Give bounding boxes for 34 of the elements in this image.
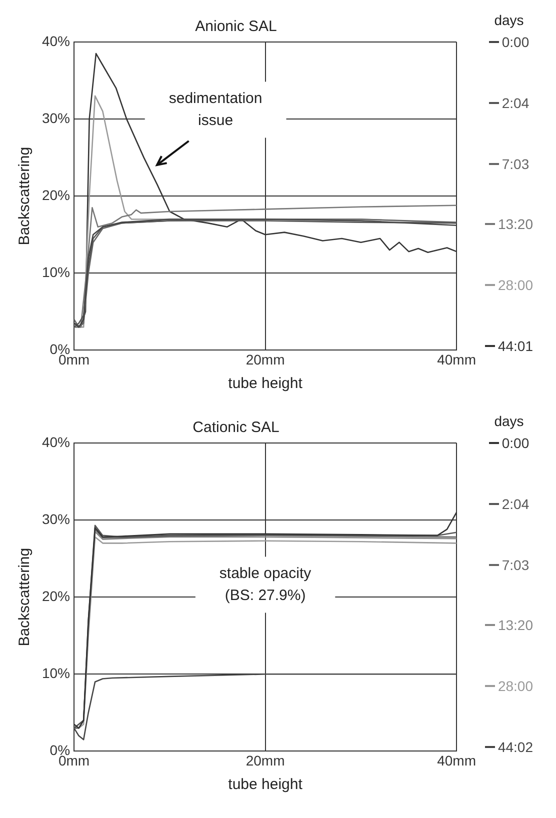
legend-label: 7:03	[502, 156, 530, 172]
legend-label: 0:00	[502, 34, 530, 50]
legend-label: 13:20	[498, 216, 534, 232]
legend-label: 2:04	[502, 94, 530, 111]
y-tick-label: 20%	[42, 588, 70, 604]
y-axis-title: Backscattering	[16, 548, 34, 646]
annotation: stable opacity (BS: 27.9%)	[219, 564, 312, 604]
legend-label: 13:20	[498, 617, 534, 634]
legend-label: 2:04	[502, 496, 530, 512]
x-tick-label: 20mm	[246, 752, 285, 768]
legend-label: 28:00	[498, 678, 534, 694]
y-tick-label: 10%	[42, 264, 70, 280]
y-tick-label: 30%	[42, 510, 70, 527]
y-tick-label: 40%	[42, 434, 70, 450]
legend-label: 0:00	[502, 435, 530, 451]
x-tick-label: 40mm	[437, 351, 476, 368]
legend-label: 7:03	[502, 556, 530, 573]
chart-title: Cationic SAL	[192, 419, 280, 436]
legend-label: 28:00	[498, 277, 534, 294]
x-axis-title: tube height	[228, 375, 304, 392]
x-tick-label: 40mm	[437, 752, 476, 768]
legend-label: 44:01	[498, 338, 534, 354]
annotation: sedimentation issue	[168, 90, 262, 129]
y-axis-title: Backscattering	[16, 146, 34, 246]
y-tick-label: 20%	[42, 186, 70, 203]
y-tick-label: 40%	[42, 32, 70, 49]
x-tick-label: 20mm	[246, 351, 285, 368]
chart-title: Anionic SAL	[195, 18, 277, 36]
y-tick-label: 30%	[42, 110, 70, 126]
legend-title: days	[494, 12, 524, 30]
x-axis-title: tube height	[228, 776, 304, 794]
legend-label: 44:02	[498, 739, 534, 756]
legend-title: days	[494, 413, 524, 431]
y-tick-label: 10%	[42, 665, 70, 682]
